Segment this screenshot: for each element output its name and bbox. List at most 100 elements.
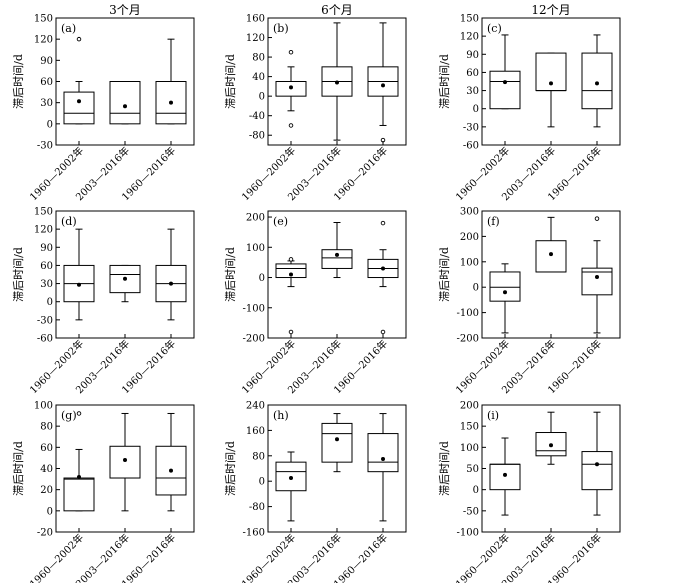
column-title: 12个月 bbox=[531, 3, 570, 17]
y-tick-label: 0 bbox=[47, 506, 53, 517]
mean-marker bbox=[335, 80, 339, 85]
iqr-box bbox=[109, 81, 141, 125]
iqr-box bbox=[489, 271, 521, 302]
box-2 bbox=[581, 34, 613, 128]
box-1 bbox=[321, 22, 353, 141]
mean-marker bbox=[381, 266, 385, 271]
box-2 bbox=[155, 38, 187, 125]
y-tick-label: 30 bbox=[40, 98, 53, 109]
iqr-box bbox=[581, 52, 613, 110]
y-tick-label: 300 bbox=[460, 207, 479, 218]
panel-f: -200-1000100200300滞后时间/d(f)1960—2002年200… bbox=[438, 207, 621, 396]
y-tick-label: 0 bbox=[259, 477, 265, 488]
y-tick-label: -60 bbox=[37, 334, 53, 345]
y-tick-label: 100 bbox=[460, 443, 479, 454]
mean-marker bbox=[503, 472, 507, 477]
y-tick-label: 0 bbox=[47, 297, 53, 308]
y-axis-label: 滞后时间/d bbox=[438, 54, 451, 109]
y-axis-label: 滞后时间/d bbox=[12, 54, 25, 109]
y-tick-label: 120 bbox=[246, 33, 265, 44]
box-1 bbox=[535, 216, 567, 273]
y-axis-label: 滞后时间/d bbox=[12, 247, 25, 302]
iqr-box bbox=[489, 70, 521, 110]
y-axis-label: 滞后时间/d bbox=[224, 54, 237, 109]
outlier-marker bbox=[288, 123, 294, 128]
box-1 bbox=[109, 412, 141, 512]
y-tick-label: 150 bbox=[460, 422, 479, 433]
mean-marker bbox=[549, 81, 553, 86]
y-tick-label: 100 bbox=[34, 401, 53, 412]
y-tick-label: -60 bbox=[463, 141, 479, 152]
y-axis-label: 滞后时间/d bbox=[438, 247, 451, 302]
box-0 bbox=[275, 451, 307, 522]
iqr-box bbox=[581, 267, 613, 296]
outlier-marker bbox=[288, 257, 294, 262]
mean-marker bbox=[595, 275, 599, 280]
mean-marker bbox=[289, 476, 293, 481]
y-tick-label: 120 bbox=[34, 225, 53, 236]
column-title: 3个月 bbox=[109, 3, 141, 17]
y-tick-label: 60 bbox=[40, 77, 53, 88]
box-1 bbox=[109, 264, 141, 303]
mean-marker bbox=[123, 276, 127, 281]
y-tick-label: -20 bbox=[37, 528, 53, 539]
y-axis-label: 滞后时间/d bbox=[12, 441, 25, 496]
mean-marker bbox=[123, 458, 127, 463]
x-tick-label: 1960—2002年 bbox=[453, 531, 512, 583]
panel-i: -100-50050100150200滞后时间/d(i)1960—2002年20… bbox=[438, 401, 621, 583]
mean-marker bbox=[77, 99, 81, 104]
y-tick-label: 0 bbox=[47, 119, 53, 130]
iqr-box bbox=[581, 451, 613, 491]
box-1 bbox=[109, 81, 141, 125]
box-2 bbox=[155, 412, 187, 512]
panel-a: -300306090120150滞后时间/d(a)1960—2002年2003—… bbox=[12, 14, 195, 203]
y-tick-label: 200 bbox=[460, 401, 479, 412]
iqr-box bbox=[535, 52, 567, 92]
y-tick-label: 120 bbox=[460, 32, 479, 43]
mean-marker bbox=[335, 437, 339, 442]
iqr-box bbox=[321, 422, 353, 463]
mean-marker bbox=[549, 443, 553, 448]
y-tick-label: 90 bbox=[466, 50, 479, 61]
y-tick-label: 160 bbox=[246, 426, 265, 437]
mean-marker bbox=[289, 272, 293, 277]
mean-marker bbox=[503, 290, 507, 295]
outlier-marker bbox=[380, 220, 386, 226]
outlier-marker bbox=[288, 329, 294, 335]
panel-e: -200-1000100200滞后时间/d(e)1960—2002年2003—2… bbox=[224, 210, 407, 396]
y-tick-label: -30 bbox=[463, 122, 479, 133]
y-tick-label: 80 bbox=[252, 451, 265, 462]
y-tick-label: 0 bbox=[473, 485, 479, 496]
y-tick-label: -30 bbox=[37, 141, 53, 152]
x-tick-label: 1960—2002年 bbox=[27, 531, 86, 583]
y-tick-label: 240 bbox=[246, 401, 265, 412]
panel-b: -80-4004080120160滞后时间/d(b)1960—2002年2003… bbox=[224, 14, 407, 203]
panel-label: (d) bbox=[61, 215, 77, 228]
y-tick-label: 50 bbox=[466, 464, 479, 475]
y-tick-label: 80 bbox=[252, 53, 265, 64]
box-0 bbox=[489, 437, 521, 516]
y-tick-label: -80 bbox=[249, 131, 265, 142]
panel-label: (h) bbox=[273, 409, 289, 422]
iqr-box bbox=[109, 445, 141, 479]
box-1 bbox=[535, 52, 567, 128]
y-tick-label: -40 bbox=[249, 111, 265, 122]
y-tick-label: 0 bbox=[473, 283, 479, 294]
y-tick-label: 120 bbox=[34, 35, 53, 46]
mean-marker bbox=[335, 252, 339, 257]
y-tick-label: 0 bbox=[259, 92, 265, 103]
outlier-marker bbox=[288, 49, 294, 55]
mean-marker bbox=[123, 104, 127, 109]
iqr-box bbox=[489, 463, 521, 491]
mean-marker bbox=[77, 282, 81, 287]
panel-label: (c) bbox=[487, 22, 502, 35]
outlier-marker bbox=[594, 216, 600, 221]
mean-marker bbox=[381, 83, 385, 88]
y-axis-label: 滞后时间/d bbox=[224, 247, 237, 302]
box-2 bbox=[367, 22, 399, 143]
y-tick-label: 60 bbox=[466, 68, 479, 79]
panel-label: (b) bbox=[273, 22, 289, 35]
y-tick-label: -50 bbox=[463, 506, 479, 517]
iqr-box bbox=[63, 91, 95, 125]
